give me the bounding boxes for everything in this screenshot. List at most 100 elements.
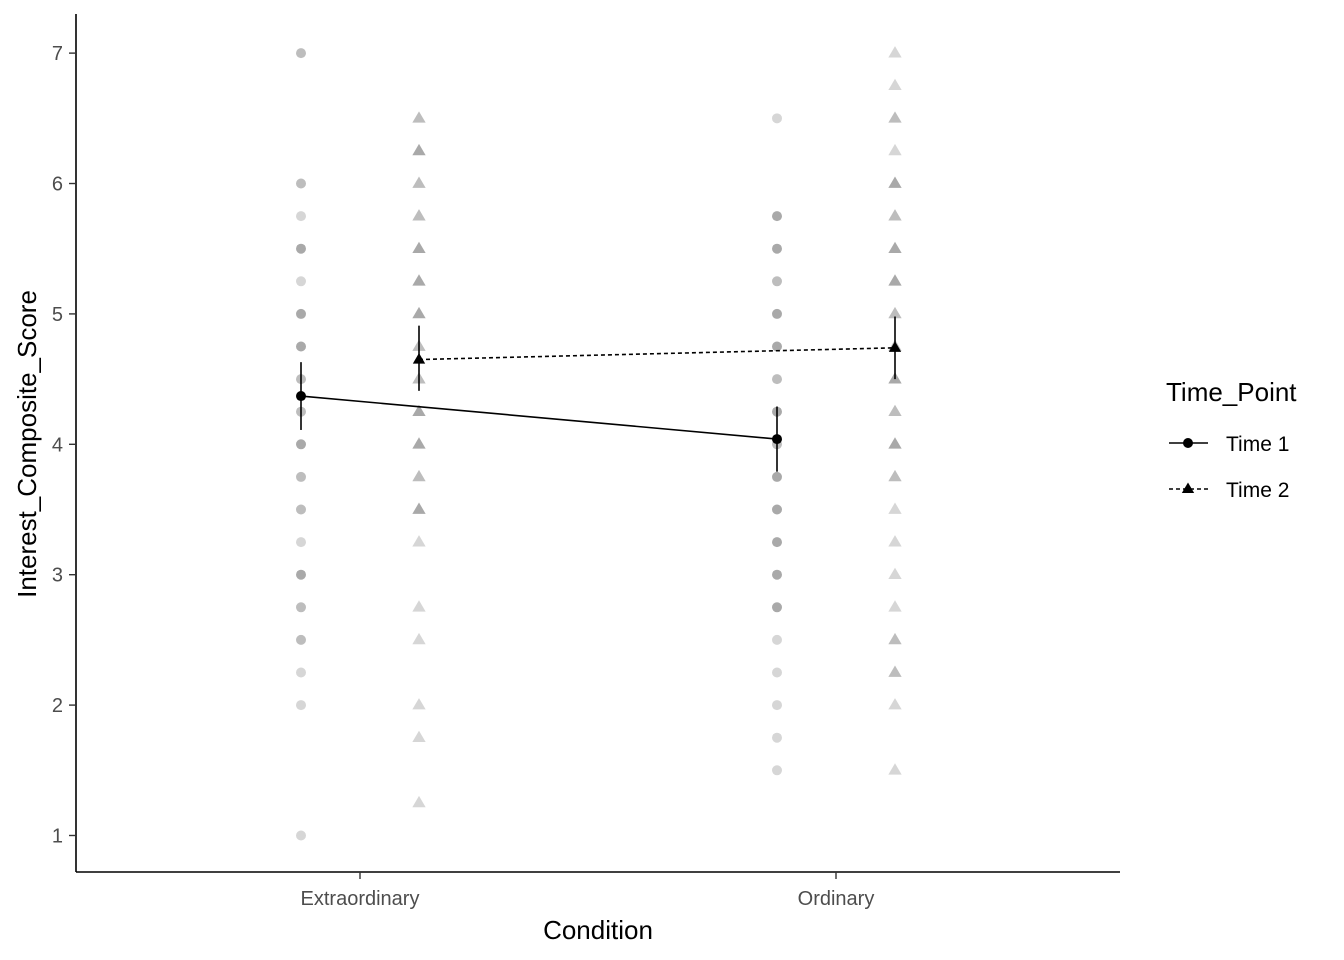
raw-point-time2	[888, 46, 902, 58]
raw-point-time2	[412, 306, 426, 319]
raw-point-time1	[296, 667, 306, 678]
raw-point-time2	[888, 78, 902, 91]
legend-label: Time 2	[1226, 479, 1289, 502]
y-tick-label: 3	[52, 565, 63, 587]
raw-point-time2	[412, 795, 426, 808]
raw-point-time1	[772, 602, 782, 613]
raw-point-time2	[412, 143, 426, 156]
legend-key-marker	[1181, 482, 1195, 494]
y-tick-label: 4	[52, 434, 63, 456]
raw-point-time2	[888, 437, 902, 449]
raw-point-time2	[412, 730, 426, 743]
raw-point-time1	[772, 471, 782, 482]
legend-title: Time_Point	[1166, 377, 1297, 407]
mean-point-time2	[412, 353, 426, 364]
raw-point-time2	[888, 111, 902, 123]
mean-point-time1	[772, 434, 782, 445]
raw-point-time2	[412, 241, 426, 254]
raw-point-time2	[412, 502, 426, 514]
legend-item: Time 2	[1169, 479, 1289, 502]
raw-point-time1	[296, 276, 306, 287]
raw-point-time2	[888, 632, 902, 645]
raw-point-time1	[296, 341, 306, 352]
mean-point-time1	[296, 391, 306, 402]
x-tick-label: Extraordinary	[301, 888, 420, 910]
raw-point-time1	[772, 374, 782, 385]
raw-point-time1	[296, 634, 306, 645]
raw-point-time2	[888, 404, 902, 417]
raw-point-time2	[412, 600, 426, 612]
series-line-time2	[418, 347, 896, 361]
raw-point-time2	[888, 763, 902, 775]
raw-point-time2	[888, 274, 902, 286]
raw-point-time1	[772, 341, 782, 352]
summary-layer	[296, 316, 902, 472]
y-tick-label: 7	[52, 43, 63, 65]
raw-point-time1	[296, 243, 306, 254]
raw-point-time1	[296, 602, 306, 613]
raw-point-time2	[888, 469, 902, 482]
raw-point-time1	[296, 211, 306, 222]
raw-point-time1	[772, 211, 782, 222]
x-tick-label: Ordinary	[798, 888, 875, 910]
raw-point-time2	[888, 600, 902, 612]
raw-point-time2	[888, 306, 902, 319]
raw-point-time1	[772, 308, 782, 319]
x-axis-title: Condition	[543, 915, 653, 945]
raw-point-time1	[772, 569, 782, 580]
raw-point-time1	[296, 48, 306, 59]
raw-point-time1	[772, 113, 782, 124]
legend-label: Time 1	[1226, 433, 1289, 456]
raw-point-time2	[412, 632, 426, 645]
raw-point-time2	[888, 143, 902, 156]
raw-point-time1	[772, 504, 782, 515]
raw-point-time1	[772, 537, 782, 548]
axes: 1 2 3 4 5 6 7 Extraordinary Ordinary	[52, 14, 1120, 910]
raw-point-time1	[296, 700, 306, 711]
raw-point-time2	[412, 698, 426, 710]
y-tick-label: 5	[52, 304, 63, 326]
raw-point-time1	[296, 471, 306, 482]
raw-point-time1	[772, 700, 782, 711]
raw-point-time1	[772, 667, 782, 678]
raw-point-time2	[412, 111, 426, 123]
raw-point-time2	[412, 209, 426, 221]
raw-point-time2	[412, 437, 426, 449]
raw-point-time2	[888, 665, 902, 677]
raw-point-time1	[296, 178, 306, 189]
legend: Time_Point Time 1 Time 2	[1166, 377, 1297, 502]
raw-point-time2	[412, 176, 426, 188]
raw-point-time1	[296, 504, 306, 515]
raw-point-time2	[888, 567, 902, 580]
y-tick-label: 1	[52, 825, 63, 847]
raw-point-time2	[412, 404, 426, 417]
raw-point-time2	[888, 241, 902, 254]
raw-point-time2	[412, 274, 426, 286]
legend-key-marker	[1183, 438, 1193, 448]
y-axis-title: Interest_Composite_Score	[12, 290, 42, 598]
legend-item: Time 1	[1169, 433, 1289, 456]
raw-point-time2	[888, 176, 902, 188]
raw-point-time1	[296, 830, 306, 841]
raw-point-time1	[772, 276, 782, 287]
raw-point-time2	[412, 535, 426, 547]
raw-point-time1	[772, 243, 782, 254]
raw-point-time1	[772, 732, 782, 743]
y-tick-label: 2	[52, 695, 63, 717]
raw-point-time2	[888, 502, 902, 514]
y-tick-label: 6	[52, 174, 63, 196]
raw-point-time1	[772, 765, 782, 776]
series-line-time1	[300, 395, 778, 440]
raw-point-time1	[296, 439, 306, 450]
raw-point-time1	[296, 537, 306, 548]
raw-point-time2	[888, 209, 902, 221]
raw-point-time1	[296, 308, 306, 319]
raw-data-points	[296, 46, 902, 841]
raw-point-time2	[888, 698, 902, 710]
raw-point-time1	[296, 569, 306, 580]
raw-point-time2	[888, 535, 902, 547]
raw-point-time2	[412, 469, 426, 482]
mean-point-time2	[888, 341, 902, 352]
raw-point-time1	[772, 634, 782, 645]
